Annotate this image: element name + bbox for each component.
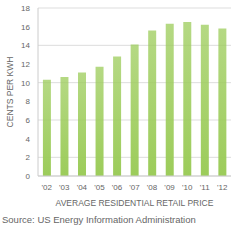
svg-text:10: 10 — [21, 79, 30, 88]
svg-text:'05: '05 — [94, 183, 105, 192]
svg-text:8: 8 — [26, 97, 31, 106]
svg-text:18: 18 — [21, 4, 30, 13]
svg-text:14: 14 — [21, 41, 30, 50]
svg-text:'10: '10 — [182, 183, 193, 192]
svg-text:'04: '04 — [77, 183, 88, 192]
svg-text:6: 6 — [26, 116, 31, 125]
svg-text:'11: '11 — [200, 183, 210, 192]
svg-text:'03: '03 — [59, 183, 70, 192]
html-text:Source: US Energy Information: Source: US Energy Information Administra… — [2, 214, 196, 225]
svg-text:'09: '09 — [164, 183, 175, 192]
svg-text:16: 16 — [21, 23, 30, 32]
svg-text:'07: '07 — [129, 183, 140, 192]
svg-text:12: 12 — [21, 60, 30, 69]
svg-text:AVERAGE RESIDENTIAL RETAIL PRI: AVERAGE RESIDENTIAL RETAIL PRICE — [56, 198, 214, 208]
svg-text:CENTS PER KWH: CENTS PER KWH — [8, 57, 15, 128]
svg-text:'12: '12 — [217, 183, 228, 192]
svg-text:0: 0 — [26, 172, 31, 181]
svg-text:2: 2 — [26, 153, 31, 162]
svg-text:'08: '08 — [147, 183, 158, 192]
svg-text:'02: '02 — [42, 183, 53, 192]
svg-text:'06: '06 — [112, 183, 123, 192]
svg-text:4: 4 — [26, 135, 31, 144]
